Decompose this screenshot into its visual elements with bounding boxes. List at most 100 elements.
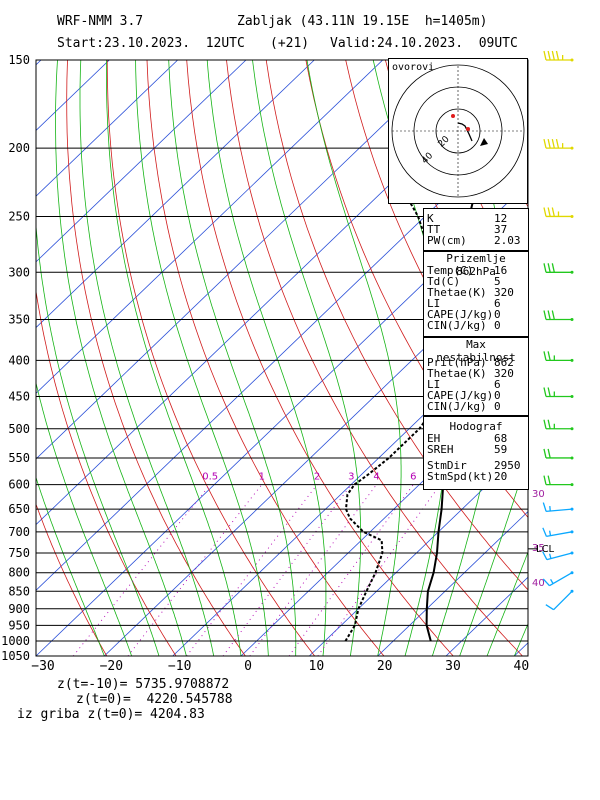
model-label: WRF-NMM 3.7 <box>57 14 144 29</box>
pressure-tick-label: 400 <box>8 353 30 367</box>
wind-barb-base <box>570 551 574 555</box>
pressure-tick-label: 1000 <box>1 634 30 648</box>
instability-row-value: 6 <box>494 378 501 391</box>
mixing-ratio-label: 1 <box>259 472 265 483</box>
surface-row-label: Td(C) <box>427 275 461 288</box>
surface-row-label: Temp(C) <box>427 264 474 277</box>
pressure-tick-label: 1050 <box>1 649 30 663</box>
storm-row-value: 20 <box>494 470 508 483</box>
wind-barb-base <box>570 483 574 487</box>
wind-barb-base <box>570 456 574 460</box>
pressure-tick-label: 650 <box>8 502 30 516</box>
wind-barb-flag <box>542 527 547 537</box>
wind-barb-base <box>570 571 574 575</box>
wind-barb-base <box>570 58 574 62</box>
wind-barb-flag <box>543 475 547 485</box>
hodograph-trace <box>457 122 473 142</box>
hodograf-row-value: 59 <box>494 443 508 456</box>
instability-row-label: Prit(hPa) <box>427 356 487 369</box>
altitude-label: 30 <box>532 489 545 500</box>
pressure-tick-label: 350 <box>8 313 30 327</box>
temperature-tick-label: −30 <box>31 659 54 674</box>
surface-row-value: 320 <box>494 286 514 299</box>
wind-barb-flag <box>543 50 547 61</box>
surface-row-label: Thetae(K) <box>427 286 487 299</box>
wind-barb-base <box>570 394 574 398</box>
wind-barb-base <box>570 270 574 274</box>
mixing-ratio-line <box>127 484 263 656</box>
wind-barb-flag <box>547 263 551 273</box>
wind-barb-flag <box>547 138 551 149</box>
pw-label: PW(cm) <box>427 234 467 247</box>
altitude-label: 35 <box>532 543 545 554</box>
max-instability-panel: Max nestabilnost Prit(hPa) 862 Thetae(K) 3… <box>423 337 529 416</box>
wind-barb-flag <box>543 448 547 459</box>
surface-row-label: CIN(J/kg) <box>427 319 487 332</box>
wind-barb-base <box>570 146 574 150</box>
lcl-label: LCL <box>536 544 555 555</box>
wind-barb-flag <box>543 263 547 273</box>
wind-barb-flag <box>551 263 555 273</box>
isotherm <box>309 445 528 656</box>
pressure-tick-label: 900 <box>8 602 30 616</box>
pressure-tick-label: 500 <box>8 422 30 436</box>
wind-barb-flag <box>551 138 555 149</box>
mixing-ratio-label: 6 <box>410 472 416 483</box>
hodograf-title: Hodograf <box>449 420 503 433</box>
mixing-ratio-line <box>222 484 352 656</box>
wind-barb <box>543 50 574 62</box>
isotherm <box>36 60 178 197</box>
surface-row-value: 5 <box>494 275 501 288</box>
wind-barb-flag <box>543 207 547 217</box>
wind-barb <box>543 207 574 218</box>
instability-row-label: LI <box>427 378 441 391</box>
temperature-tick-label: −10 <box>168 659 191 674</box>
footer-z-grib: iz griba z(t=0)= 4204.83 <box>17 707 205 722</box>
pressure-tick-label: 550 <box>8 451 30 465</box>
storm-row-label: StmSpd(kt) <box>427 470 494 483</box>
wind-barb-flag <box>547 207 551 217</box>
wind-barb-half <box>550 578 554 584</box>
temperature-tick-label: −20 <box>100 659 123 674</box>
wind-barb <box>543 387 574 398</box>
isotherm <box>36 60 452 460</box>
storm-row-label: StmDir <box>427 459 467 472</box>
temperature-tick-label: 40 <box>514 659 530 674</box>
altitude-label: 40 <box>532 578 545 589</box>
wind-barb <box>542 551 574 561</box>
moist-adiabat <box>36 60 160 656</box>
wind-barb-base <box>570 589 574 593</box>
wind-barb-flag <box>547 310 551 320</box>
temperature-tick-label: 10 <box>309 659 325 674</box>
mixing-ratio-label: 2 <box>314 472 320 483</box>
surface-title: Prizemlje 862hPa <box>446 252 506 278</box>
tt-index-value: 37 <box>494 223 508 236</box>
wind-barb-flag <box>543 310 547 320</box>
instability-row-value: 0 <box>494 389 501 402</box>
wind-barb <box>543 263 574 274</box>
isotherm <box>36 60 315 329</box>
pressure-tick-label: 200 <box>8 141 30 155</box>
wind-barb <box>542 527 574 537</box>
pressure-tick-label: 750 <box>8 546 30 560</box>
surface-row-value: 0 <box>494 308 501 321</box>
moist-adiabat <box>79 60 215 656</box>
isotherm <box>240 379 528 656</box>
wind-barb-flag <box>542 578 550 587</box>
mixing-ratio-line <box>288 484 414 656</box>
isotherm <box>377 510 528 656</box>
tt-index-label: TT <box>427 223 441 236</box>
pressure-tick-label: 150 <box>8 53 30 67</box>
indices-panel: K 12 TT 37 PW(cm) 2.03 <box>423 208 529 251</box>
wind-barb-staff <box>553 590 573 611</box>
isotherm <box>583 60 600 656</box>
wind-barb-base <box>570 507 574 511</box>
wind-barb-flag <box>543 419 547 429</box>
k-index-value: 12 <box>494 212 508 225</box>
pressure-tick-label: 250 <box>8 209 30 223</box>
wind-barb-flag <box>555 50 560 61</box>
lead-hours: (+21) <box>270 36 310 51</box>
wind-barb-half <box>548 530 552 536</box>
instability-row-value: 862 <box>494 356 514 369</box>
